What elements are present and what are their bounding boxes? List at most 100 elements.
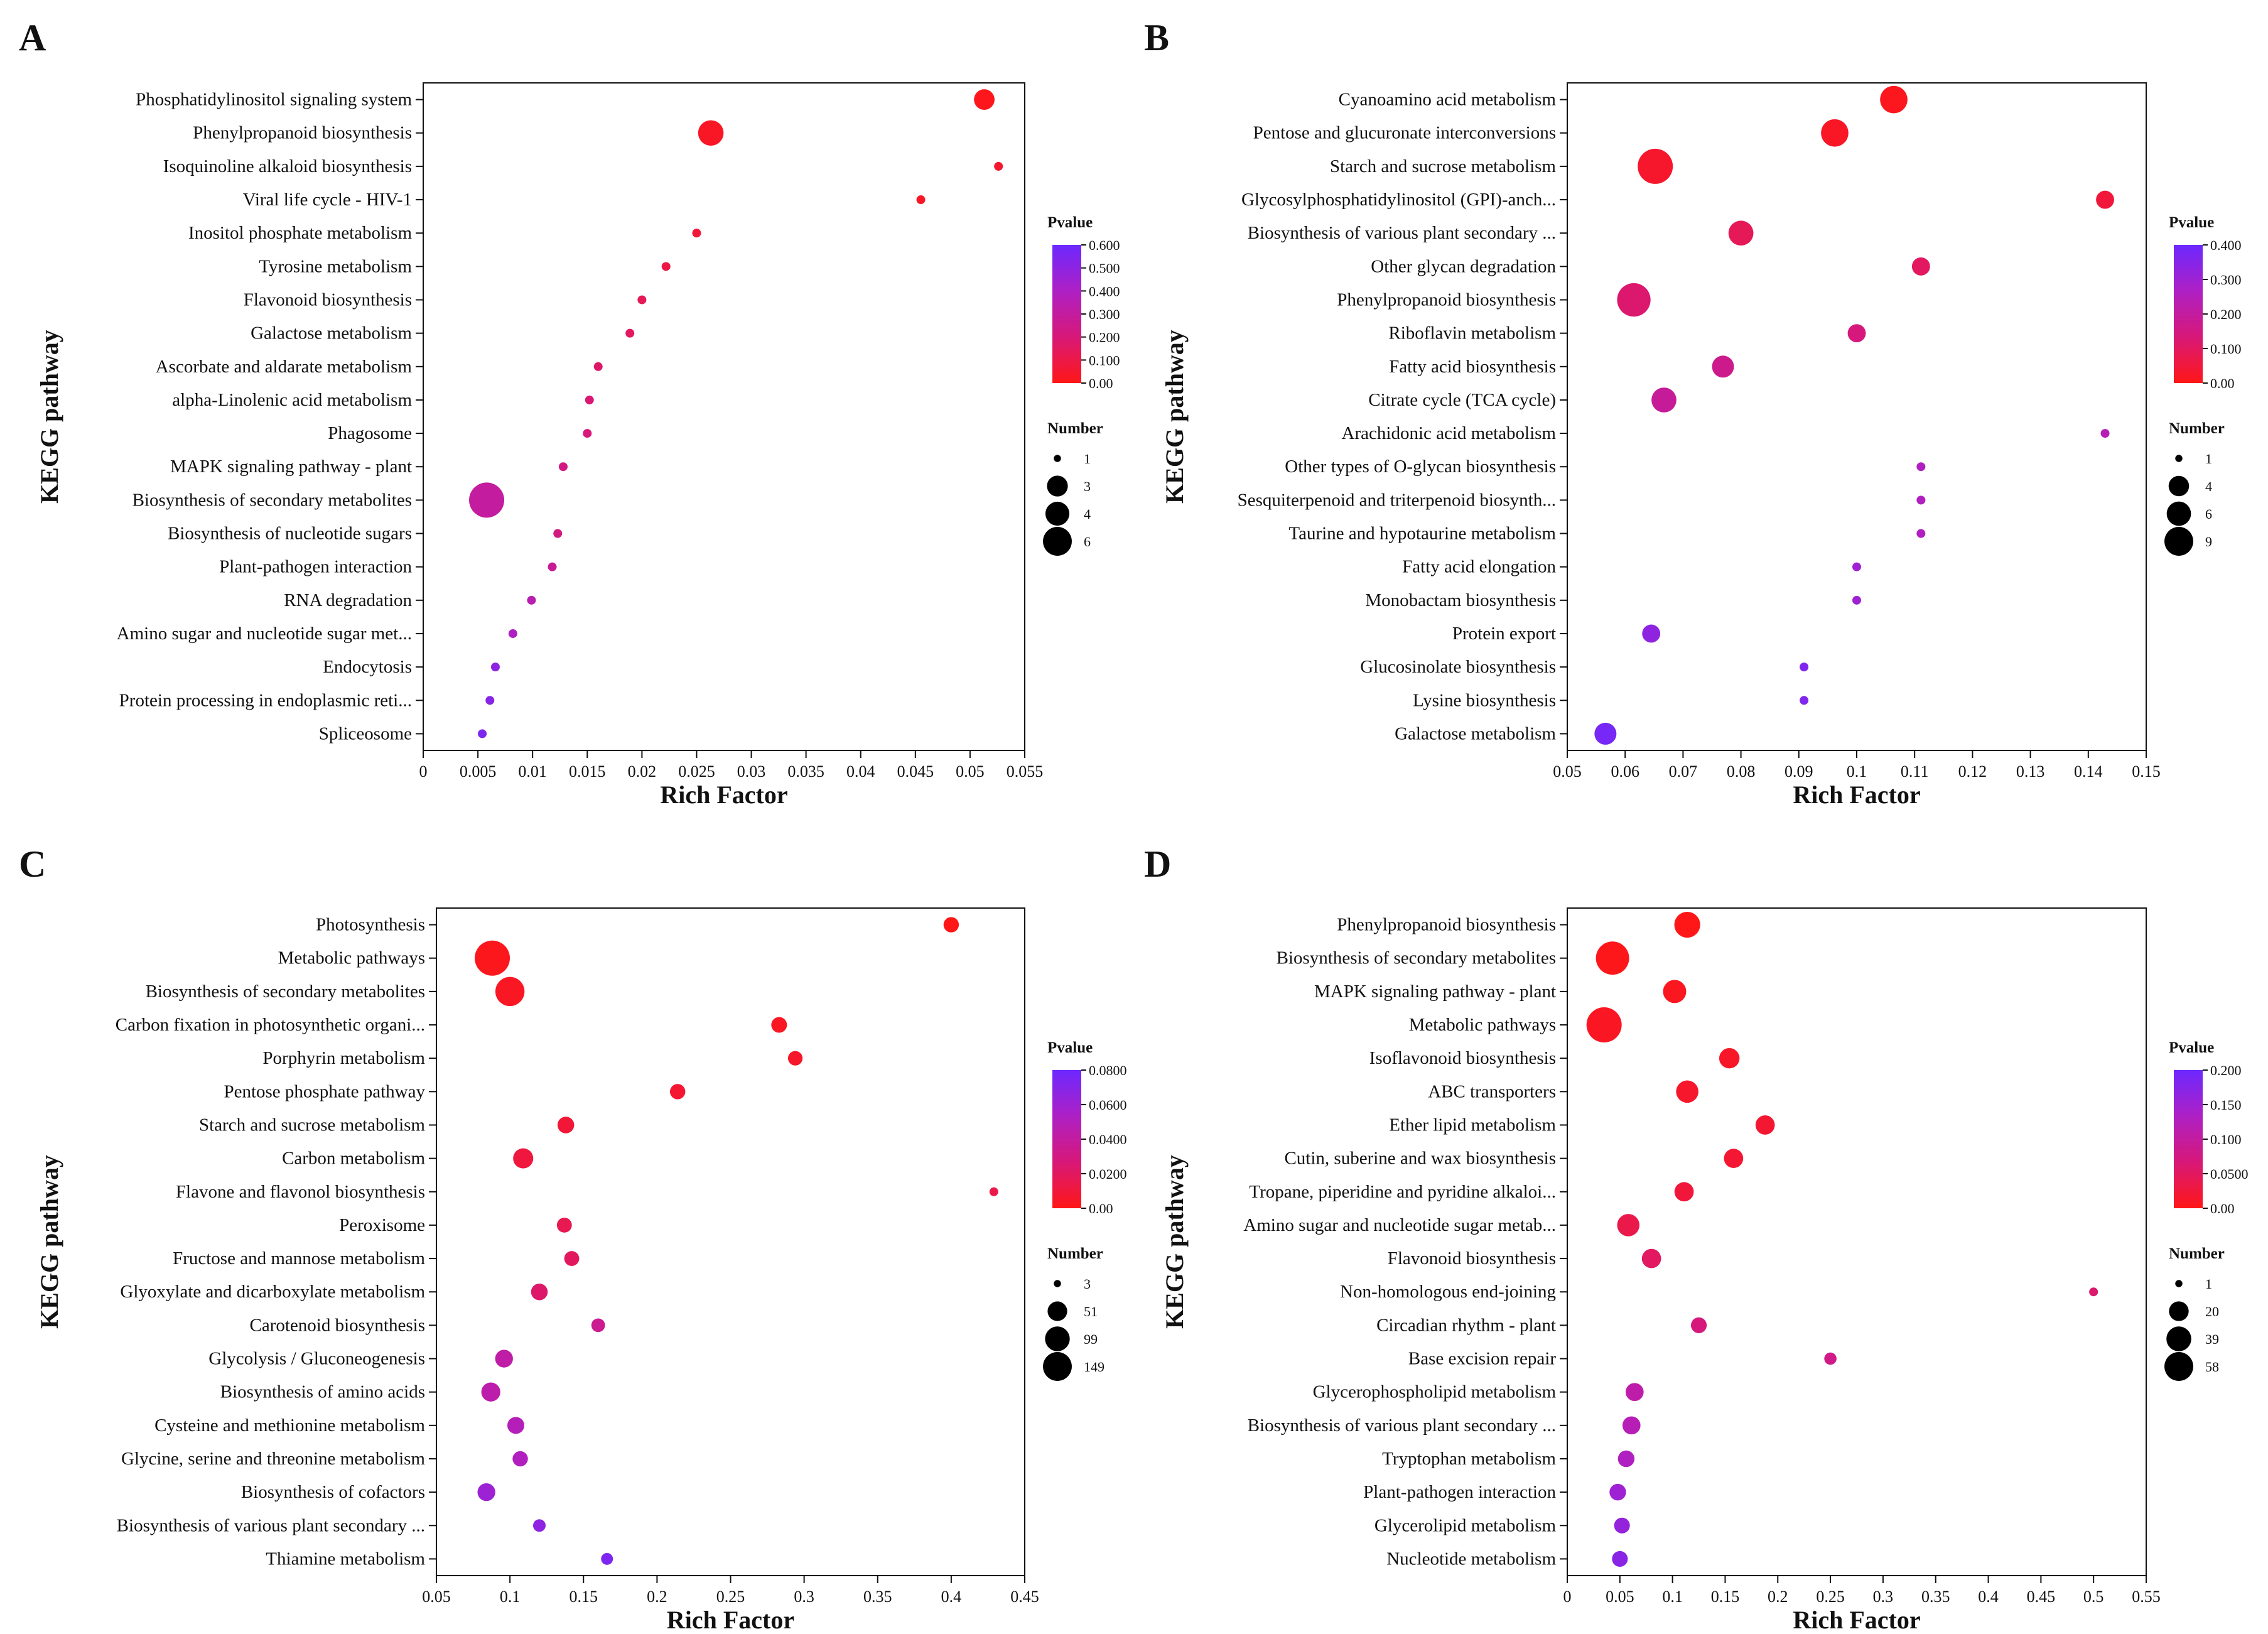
- panel-b: B Cyanoamino acid metabolism Pentose and g…: [1144, 17, 2242, 809]
- y-axis-label: KEGG pathway: [35, 330, 63, 504]
- x-tick-label: 0.14: [2074, 762, 2103, 781]
- x-tick-label: 0.05: [1606, 1588, 1634, 1606]
- x-tick-label: 0.005: [460, 762, 497, 781]
- y-tick-label: Amino sugar and nucleotide sugar metab..…: [1243, 1215, 1556, 1235]
- number-legend-bubble: [2175, 1280, 2183, 1287]
- y-tick-label: Protein processing in endoplasmic reti..…: [119, 690, 412, 710]
- x-tick-label: 0.12: [1958, 762, 1987, 781]
- x-tick-label: 0.03: [737, 762, 766, 781]
- data-point: [1617, 1214, 1640, 1236]
- y-tick-label: Cysteine and methionine metabolism: [154, 1415, 425, 1436]
- number-legend-bubble: [2164, 1352, 2193, 1381]
- data-point: [475, 940, 510, 976]
- pvalue-legend-title: Pvalue: [1047, 1039, 1093, 1056]
- y-tick-label: Plant-pathogen interaction: [1363, 1482, 1556, 1502]
- number-legend-bubble: [1054, 1280, 1061, 1287]
- y-tick-label: Starch and sucrose metabolism: [1330, 156, 1556, 176]
- number-legend-label: 1: [2205, 451, 2212, 467]
- y-tick-label: Biosynthesis of secondary metabolites: [146, 982, 425, 1002]
- data-point: [1594, 722, 1617, 745]
- colorbar-tick-label: 0.00: [1089, 1201, 1113, 1216]
- y-tick-label: Flavone and flavonol biosynthesis: [176, 1182, 425, 1202]
- data-point: [532, 1519, 546, 1532]
- colorbar-tick-label: 0.00: [2210, 376, 2235, 391]
- y-tick-label: Carotenoid biosynthesis: [249, 1315, 425, 1335]
- colorbar-tick-label: 0.0600: [1089, 1097, 1127, 1113]
- data-point: [1625, 1383, 1644, 1402]
- y-tick-label: Biosynthesis of nucleotide sugars: [168, 524, 412, 544]
- y-tick-label: Glyoxylate and dicarboxylate metabolism: [120, 1282, 425, 1302]
- y-tick-label: Glycosylphosphatidylinositol (GPI)-anch.…: [1241, 190, 1556, 210]
- data-point: [593, 362, 603, 371]
- data-point: [495, 1350, 513, 1368]
- y-tick-label: Isoflavonoid biosynthesis: [1369, 1048, 1556, 1068]
- x-tick-label: 0.015: [569, 762, 606, 781]
- colorbar-tick-label: 0.100: [1089, 352, 1120, 368]
- y-tick-label: Galactose metabolism: [251, 323, 412, 344]
- y-tick-label: Viral life cycle - HIV-1: [243, 190, 412, 210]
- y-tick-label: Phosphatidylinositol signaling system: [136, 90, 412, 110]
- y-tick-label: Biosynthesis of various plant secondary …: [117, 1515, 425, 1535]
- data-point: [989, 1187, 998, 1196]
- y-tick-label: Amino sugar and nucleotide sugar met...: [117, 624, 412, 644]
- y-tick-label: Metabolic pathways: [1409, 1015, 1556, 1035]
- x-tick-label: 0.1: [1847, 762, 1867, 781]
- data-point: [1638, 148, 1673, 184]
- y-tick-label: Metabolic pathways: [278, 948, 425, 968]
- data-point: [1617, 1450, 1635, 1468]
- y-tick-label: Peroxisome: [339, 1215, 425, 1235]
- number-legend-bubble: [2166, 501, 2191, 526]
- x-tick-label: 0.2: [1768, 1588, 1788, 1606]
- x-tick-label: 0.25: [716, 1588, 745, 1606]
- y-tick-label: Other glycan degradation: [1371, 256, 1556, 276]
- number-legend-bubble: [2168, 475, 2190, 497]
- data-point: [1755, 1115, 1775, 1135]
- x-tick-label: 0.1: [500, 1588, 521, 1606]
- data-point: [625, 328, 635, 338]
- y-tick-label: Carbon fixation in photosynthetic organi…: [116, 1015, 425, 1035]
- x-tick-label: 0.4: [1978, 1588, 1999, 1606]
- x-tick-label: 0.45: [2027, 1588, 2056, 1606]
- data-point: [1800, 696, 1809, 705]
- panel-a: A Phosphatidylinositol signaling system Ph…: [19, 17, 1120, 809]
- data-point: [787, 1051, 803, 1066]
- plot-frame: [436, 907, 1025, 1576]
- data-point: [1663, 980, 1687, 1004]
- data-point: [478, 729, 487, 739]
- data-point: [1911, 257, 1930, 276]
- number-legend-label: 6: [1084, 534, 1091, 549]
- y-tick-label: Fatty acid elongation: [1402, 557, 1556, 577]
- y-axis-label: KEGG pathway: [1160, 330, 1189, 504]
- x-tick-label: 0.15: [1711, 1588, 1740, 1606]
- data-point: [1916, 529, 1926, 538]
- data-point: [558, 462, 568, 472]
- y-tick-label: Plant-pathogen interaction: [219, 557, 412, 577]
- number-legend-label: 51: [1084, 1304, 1098, 1319]
- y-tick-label: Phagosome: [328, 423, 412, 443]
- x-axis-label: Rich Factor: [1793, 1606, 1920, 1634]
- panel-c: C Photosynthesis Metabolic pathways Biosynt…: [19, 843, 1127, 1634]
- colorbar-tick-label: 0.200: [2210, 1063, 2242, 1078]
- x-tick-label: 0.4: [941, 1588, 962, 1606]
- y-tick-label: Phenylpropanoid biosynthesis: [193, 123, 412, 143]
- data-point: [1676, 1080, 1698, 1103]
- colorbar-tick-label: 0.100: [2210, 341, 2242, 357]
- number-legend-label: 1: [2205, 1276, 2212, 1292]
- data-point: [495, 977, 525, 1007]
- y-tick-label: ABC transporters: [1428, 1081, 1556, 1101]
- data-point: [637, 295, 647, 305]
- pvalue-colorbar: [2174, 245, 2203, 383]
- data-point: [1800, 663, 1809, 672]
- number-legend-label: 4: [1084, 506, 1091, 522]
- data-point: [943, 917, 959, 933]
- colorbar-tick-label: 0.300: [1089, 306, 1120, 322]
- colorbar-tick-label: 0.0200: [1089, 1166, 1127, 1182]
- x-tick-label: 0.35: [863, 1588, 892, 1606]
- data-point: [1824, 1352, 1837, 1365]
- colorbar-tick-label: 0.00: [2210, 1201, 2235, 1216]
- data-point: [527, 595, 536, 605]
- data-point: [1719, 1047, 1740, 1069]
- x-tick-label: 0.55: [2132, 1588, 2161, 1606]
- data-point: [669, 1084, 686, 1100]
- x-tick-label: 0: [419, 762, 428, 781]
